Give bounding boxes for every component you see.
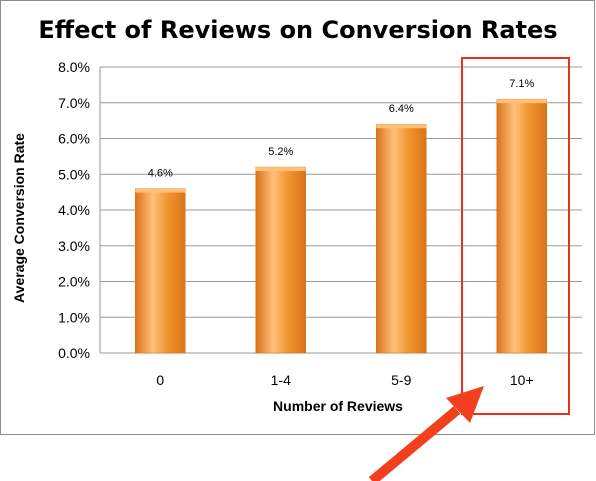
x-axis-title: Number of Reviews [273, 398, 403, 414]
bar-1-4 [255, 166, 306, 354]
bar-top-5-9 [376, 124, 427, 129]
chart-title: Effect of Reviews on Conversion Rates [38, 16, 557, 44]
x-tick-label: 0 [156, 372, 164, 388]
y-tick-label: 3.0% [58, 238, 90, 254]
y-tick-label: 5.0% [58, 166, 90, 182]
highlight-box [461, 57, 570, 415]
y-tick-label: 7.0% [58, 95, 90, 111]
y-tick-label: 1.0% [58, 309, 90, 325]
y-tick-label: 0.0% [58, 345, 90, 361]
bar-top-0 [135, 188, 186, 193]
x-tick-label: 1-4 [271, 372, 291, 388]
data-labels: 4.6% 5.2% 6.4% 7.1% [148, 78, 535, 179]
data-label: 5.2% [268, 146, 293, 158]
x-tick-label: 5-9 [391, 372, 411, 388]
bars [135, 98, 547, 354]
y-tick-label: 2.0% [58, 274, 90, 290]
y-tick-label: 8.0% [58, 59, 90, 75]
data-label: 6.4% [389, 103, 414, 115]
y-axis-title: Average Conversion Rate [11, 133, 27, 303]
bar-5-9 [376, 123, 427, 354]
data-label: 4.6% [148, 168, 173, 180]
bar-top-10+ [496, 99, 547, 104]
x-axis-tick-labels: 0 1-4 5-9 10+ [156, 372, 533, 388]
y-tick-label: 4.0% [58, 202, 90, 218]
bar-top-1-4 [255, 167, 306, 172]
bar-0 [135, 188, 186, 354]
data-label: 7.1% [509, 78, 534, 90]
x-tick-label: 10+ [510, 372, 534, 388]
arrow-icon [368, 386, 484, 481]
bar-10+ [496, 98, 547, 354]
y-axis-tick-labels: 0.0% 1.0% 2.0% 3.0% 4.0% 5.0% 6.0% 7.0% 8.0% [58, 59, 90, 361]
y-tick-label: 6.0% [58, 131, 90, 147]
